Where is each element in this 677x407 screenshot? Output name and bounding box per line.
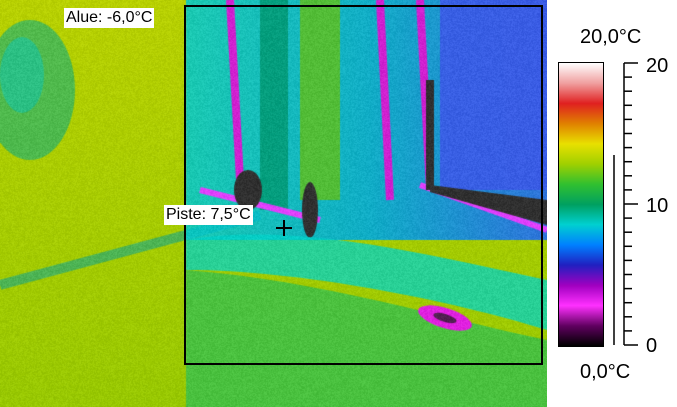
spot-temperature-label: Piste: 7,5°C (164, 205, 253, 225)
thermal-image (0, 0, 547, 407)
scale-ticks: 20 10 0 (604, 0, 677, 407)
tick-marks (624, 63, 638, 345)
tick-label-20: 20 (646, 55, 668, 77)
color-scale-bar (558, 62, 604, 347)
area-temperature-label: Alue: -6,0°C (64, 8, 154, 28)
spot-crosshair-icon[interactable] (276, 220, 292, 236)
tick-label-10: 10 (646, 195, 668, 217)
tick-label-0: 0 (646, 335, 657, 357)
